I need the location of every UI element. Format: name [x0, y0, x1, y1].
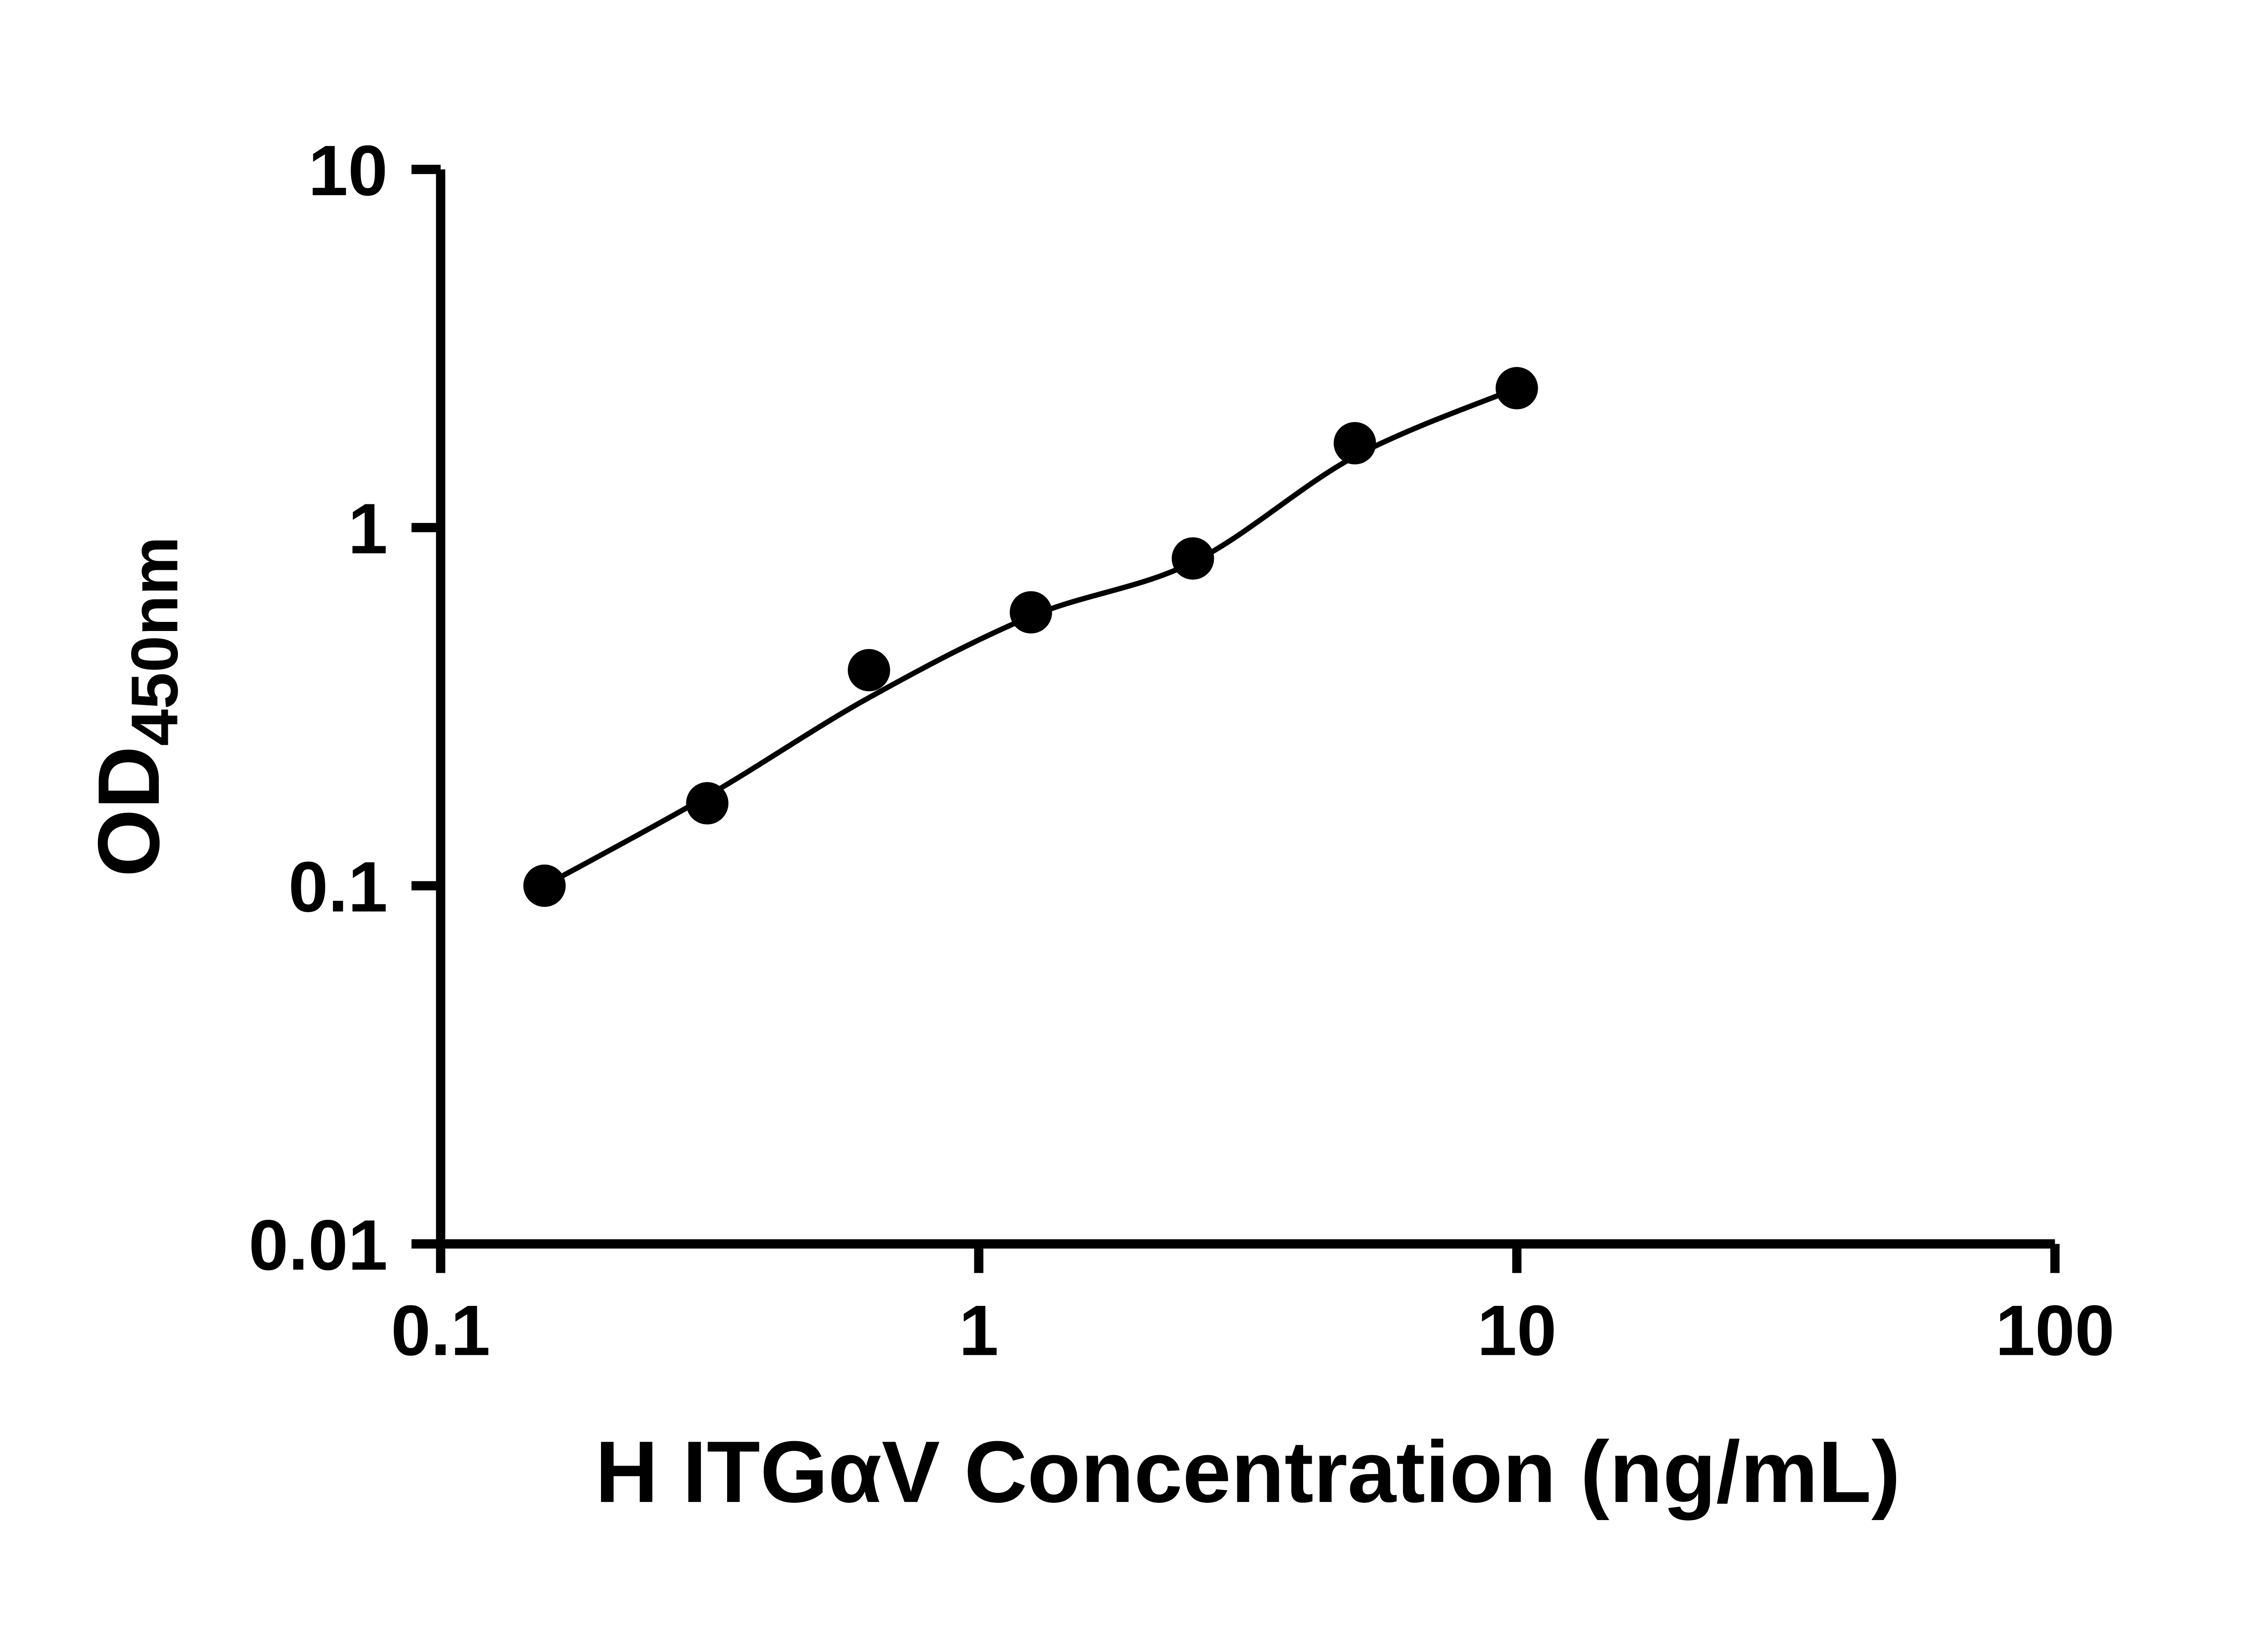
x-tick-label: 0.1 — [391, 1291, 490, 1370]
data-point — [1496, 367, 1538, 410]
data-point — [848, 649, 890, 692]
x-axis-title: H ITGαV Concentration (ng/mL) — [595, 1423, 1901, 1521]
data-point — [1010, 591, 1052, 634]
x-tick-label: 100 — [1995, 1291, 2115, 1370]
data-point — [686, 782, 728, 825]
y-tick-label: 0.01 — [249, 1205, 388, 1285]
y-axis-title: OD450nm — [80, 536, 191, 877]
axes-spine — [436, 169, 2055, 1249]
y-tick-label: 0.1 — [288, 847, 388, 927]
data-point — [1172, 537, 1214, 580]
y-axis-title-subscript: 450nm — [117, 536, 191, 746]
x-tick-label: 10 — [1477, 1291, 1556, 1370]
data-point — [1334, 422, 1376, 464]
data-point — [523, 864, 566, 907]
y-tick-label: 1 — [348, 489, 388, 569]
y-tick-label: 10 — [308, 131, 388, 210]
y-axis-title-main: OD — [80, 746, 177, 877]
x-tick-label: 1 — [959, 1291, 999, 1370]
